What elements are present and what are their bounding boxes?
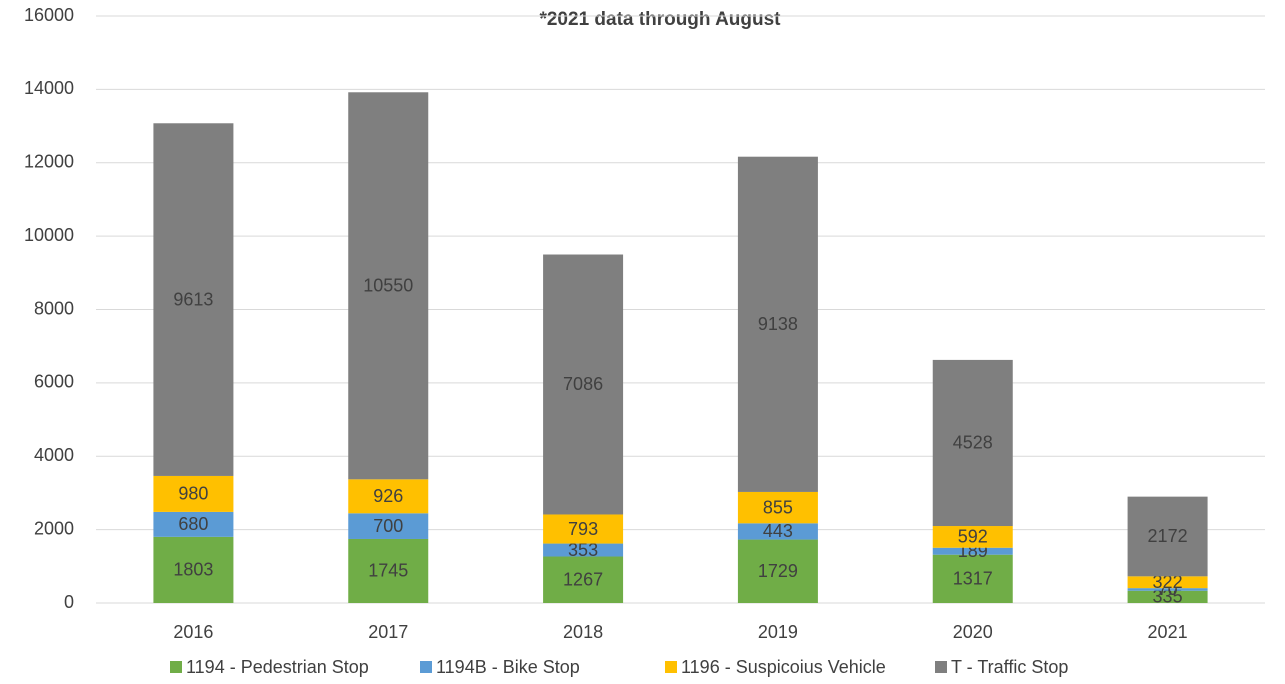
bar-segment <box>543 514 624 544</box>
legend-label: 1196 - Suspicoius Vehicle <box>681 657 886 677</box>
data-label: 4528 <box>953 433 993 453</box>
data-label: 2172 <box>1148 526 1188 546</box>
y-tick-label: 16000 <box>24 5 74 25</box>
bar-segment <box>737 156 818 492</box>
y-tick-label: 4000 <box>34 445 74 465</box>
bar-segment <box>153 475 234 512</box>
bar-segment <box>348 538 429 603</box>
y-tick-label: 12000 <box>24 152 74 172</box>
data-label: 1267 <box>563 570 603 590</box>
x-tick-label: 2016 <box>173 622 213 642</box>
data-label: 335 <box>1153 587 1183 607</box>
legend-label: 1194 - Pedestrian Stop <box>186 657 369 677</box>
bar-segment <box>932 554 1013 603</box>
legend-swatch <box>170 661 182 673</box>
bar-segment <box>153 123 234 476</box>
bar-segment <box>737 523 818 540</box>
legend-label: T - Traffic Stop <box>951 657 1068 677</box>
data-label: 1803 <box>173 560 213 580</box>
bar-segment <box>737 539 818 603</box>
x-tick-label: 2018 <box>563 622 603 642</box>
data-label: 353 <box>568 540 598 560</box>
data-label: 1745 <box>368 561 408 581</box>
data-label: 793 <box>568 519 598 539</box>
legend-label: 1194B - Bike Stop <box>436 657 580 677</box>
data-label: 9613 <box>173 289 213 309</box>
data-label: 1729 <box>758 561 798 581</box>
legend-swatch <box>935 661 947 673</box>
data-label: 7086 <box>563 374 603 394</box>
data-label: 926 <box>373 486 403 506</box>
y-tick-label: 14000 <box>24 78 74 98</box>
legend-swatch <box>665 661 677 673</box>
bar-segment <box>932 547 1013 555</box>
bar-segment <box>153 511 234 537</box>
bar-segment <box>932 526 1013 548</box>
y-tick-label: 8000 <box>34 298 74 318</box>
data-label: 680 <box>178 514 208 534</box>
data-label: 700 <box>373 516 403 536</box>
bar-segment <box>348 513 429 539</box>
y-tick-label: 0 <box>64 592 74 612</box>
bar-segment <box>543 543 624 557</box>
bar-segment <box>1127 588 1208 591</box>
y-tick-label: 2000 <box>34 518 74 538</box>
data-label: 9138 <box>758 314 798 334</box>
data-label: 443 <box>763 521 793 541</box>
legend-swatch <box>420 661 432 673</box>
x-tick-label: 2019 <box>758 622 798 642</box>
data-label: 10550 <box>363 276 413 296</box>
x-tick-label: 2021 <box>1148 622 1188 642</box>
bar-segment <box>1127 590 1208 603</box>
bar-segment <box>543 556 624 603</box>
y-tick-label: 10000 <box>24 225 74 245</box>
bar-segment <box>1127 496 1208 577</box>
bar-segment <box>1127 576 1208 589</box>
data-label: 322 <box>1153 572 1183 592</box>
x-tick-label: 2017 <box>368 622 408 642</box>
bar-segment <box>348 92 429 480</box>
y-tick-label: 6000 <box>34 372 74 392</box>
data-label: 592 <box>958 527 988 547</box>
bar-segment <box>932 359 1013 527</box>
bar-segment <box>348 479 429 514</box>
bar-segment <box>543 254 624 515</box>
chart-title: *2021 data through August <box>539 9 781 30</box>
data-label: 980 <box>178 484 208 504</box>
data-label: 1317 <box>953 569 993 589</box>
data-label: 855 <box>763 497 793 517</box>
bar-segment <box>737 491 818 524</box>
bar-segment <box>153 536 234 603</box>
x-tick-label: 2020 <box>953 622 993 642</box>
